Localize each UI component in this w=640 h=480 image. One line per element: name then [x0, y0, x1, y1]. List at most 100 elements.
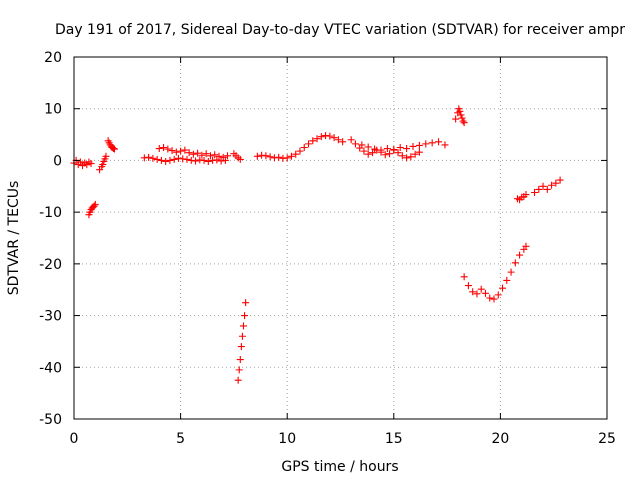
data-point [111, 145, 119, 153]
data-point [242, 299, 250, 307]
series-seg-04 [104, 137, 119, 153]
data-point [499, 284, 507, 292]
data-point [371, 145, 379, 153]
data-point [460, 273, 468, 281]
data-point [511, 259, 519, 267]
data-point [351, 140, 359, 148]
data-point [296, 147, 304, 155]
data-point [456, 107, 464, 115]
series-seg-02 [85, 200, 99, 219]
data-point [162, 157, 170, 165]
series-seg-12 [452, 105, 468, 127]
plot-frame [73, 56, 608, 420]
x-tick-label: 0 [70, 431, 79, 447]
data-point [313, 135, 321, 143]
y-tick-label: 20 [44, 50, 62, 66]
data-point [368, 149, 376, 157]
series-seg-11 [358, 138, 449, 154]
data-point [166, 156, 174, 164]
data-point [202, 150, 210, 158]
x-tick-label: 5 [176, 431, 185, 447]
data-point [241, 312, 249, 320]
data-point [535, 185, 543, 193]
data-point [157, 156, 165, 164]
series-seg-03 [96, 152, 110, 174]
data-point [490, 295, 498, 303]
data-point [330, 134, 338, 142]
data-point [334, 136, 342, 144]
data-point [522, 242, 530, 250]
data-point [407, 153, 415, 161]
data-point [522, 191, 530, 199]
data-point [172, 148, 180, 156]
tick-layer [73, 56, 608, 420]
data-point [236, 356, 244, 364]
data-point [377, 146, 385, 154]
data-point [531, 188, 539, 196]
series-seg-06 [155, 144, 232, 161]
data-point [543, 185, 551, 193]
data-point [224, 152, 232, 160]
x-tick-label: 10 [278, 431, 296, 447]
data-point [305, 140, 313, 148]
data-point [145, 153, 153, 161]
data-point [262, 152, 270, 160]
data-point [239, 322, 247, 330]
data-point [198, 151, 206, 159]
data-point [507, 268, 515, 276]
y-tick-label: -50 [39, 412, 62, 428]
data-point [477, 285, 485, 293]
data-point [383, 145, 391, 153]
y-tick-label: -40 [39, 360, 62, 376]
y-tick-label: -20 [39, 257, 62, 273]
data-point [283, 154, 291, 162]
x-tick-label: 15 [385, 431, 403, 447]
data-point [396, 144, 404, 151]
data-point [415, 148, 423, 156]
data-point [168, 147, 176, 155]
data-point [160, 144, 168, 151]
data-point [234, 376, 242, 384]
data-point [458, 114, 466, 122]
data-point [275, 153, 283, 161]
data-point [469, 288, 477, 296]
chart-title: Day 191 of 2017, Sidereal Day-to-day VTE… [55, 22, 625, 38]
data-point [403, 154, 411, 162]
data-point [347, 136, 355, 144]
data-point [486, 294, 494, 302]
data-point [200, 156, 208, 164]
series-seg-05 [140, 153, 229, 165]
data-point [398, 152, 406, 160]
data-point [164, 145, 172, 153]
data-point [386, 150, 394, 158]
grid-layer [74, 57, 607, 419]
y-tick-label: 10 [44, 102, 62, 118]
data-point [494, 291, 502, 299]
series-seg-07 [230, 150, 244, 163]
data-point [309, 137, 317, 145]
data-point [394, 149, 402, 157]
data-point [194, 149, 202, 157]
x-axis-label: GPS time / hours [281, 459, 398, 475]
data-point [253, 152, 261, 160]
data-point [317, 133, 325, 141]
data-point [236, 155, 244, 163]
y-tick-label: -10 [39, 205, 62, 221]
data-point [326, 132, 334, 140]
data-point [516, 251, 524, 259]
tick-labels: 0 5 10 15 20 25 -50 -40 -30 -20 -10 0 10 20 [39, 50, 616, 447]
data-point [183, 155, 191, 163]
data-point [211, 151, 219, 159]
data-point [204, 157, 212, 165]
data-point [552, 179, 560, 187]
data-point [292, 150, 300, 158]
data-point [411, 150, 419, 158]
data-point [473, 290, 481, 298]
y-tick-label: -30 [39, 309, 62, 325]
data-point [539, 182, 547, 190]
data-point [189, 150, 197, 158]
data-point [457, 111, 465, 119]
data-point [403, 145, 411, 153]
data-point [503, 276, 511, 284]
data-point [481, 289, 489, 297]
